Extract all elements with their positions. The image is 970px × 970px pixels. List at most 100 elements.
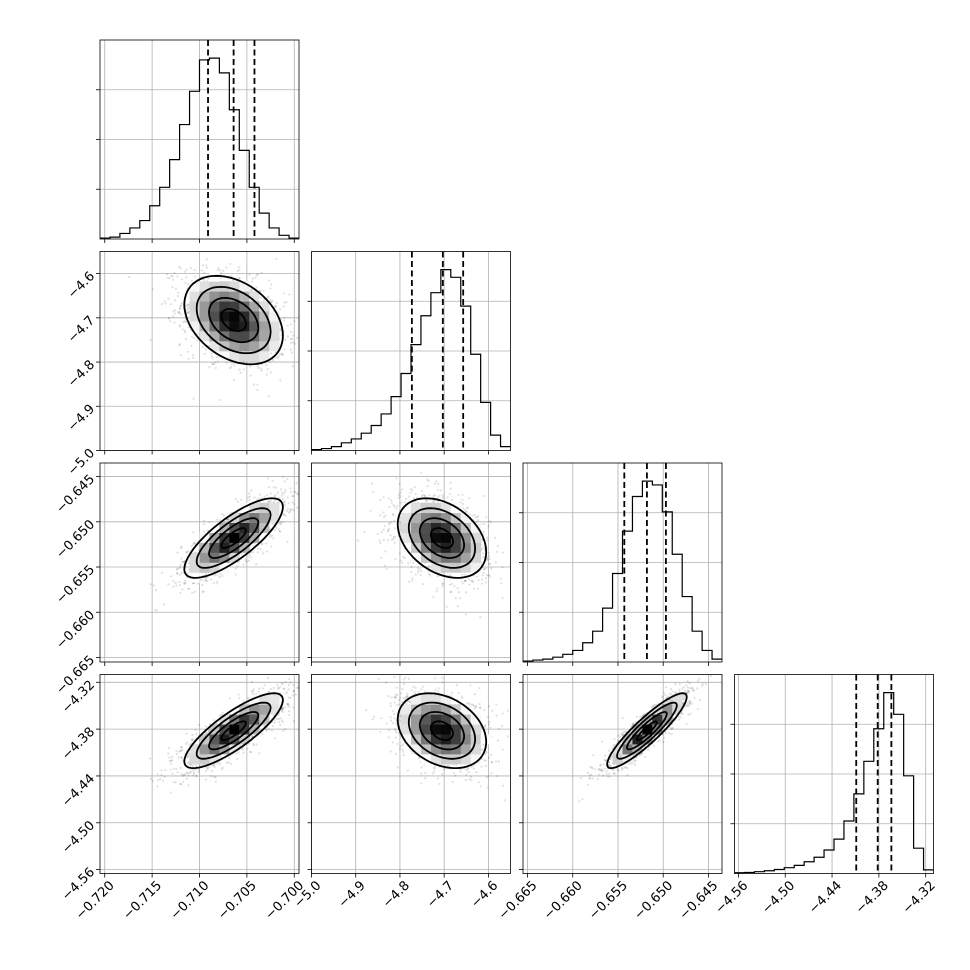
sample-point [293,503,296,506]
sample-point [179,354,183,357]
sample-point [167,297,170,300]
sample-point [193,337,196,340]
sample-point [477,579,480,582]
sample-point [390,521,393,524]
density-cell [219,311,230,322]
sample-point [187,783,190,787]
density-cell [209,542,220,553]
sample-point [378,539,381,542]
sample-point [279,488,283,491]
sample-point [185,550,188,554]
sample-point [216,518,219,521]
density-cell [411,512,422,523]
sample-point [397,496,400,499]
sample-point [242,368,246,371]
sample-point [247,496,250,499]
density-cell [199,331,210,342]
sample-point [289,509,292,512]
sample-point [279,723,282,727]
sample-point [185,276,188,279]
sample-point [387,497,391,500]
sample-point [390,538,394,541]
sample-point [184,329,187,332]
sample-point [456,605,459,608]
sample-point [179,783,183,786]
sample-point [296,687,299,690]
sample-point [186,303,189,306]
sample-point [442,496,445,499]
sample-point [279,523,283,526]
sample-point [238,268,241,271]
sample-point [281,353,284,357]
density-cell [259,331,270,342]
sample-point [204,579,208,582]
density-cell [219,532,230,543]
sample-point [176,294,179,298]
sample-point [185,304,188,308]
sample-point [391,513,395,516]
sample-point [482,571,485,574]
sample-point [248,365,252,368]
sample-point [480,538,483,541]
sample-point [287,511,290,514]
sample-point [290,330,293,334]
sample-point [186,572,189,575]
sample-point [398,552,401,555]
panel-content [149,476,299,612]
density-cell [430,552,442,563]
density-cell [209,331,220,342]
sample-point [388,523,391,526]
sample-point [394,527,397,530]
sample-point [205,577,208,580]
sample-point [270,352,273,355]
sample-point [392,513,395,517]
sample-point [273,495,276,498]
density-cell [209,562,220,573]
sample-point [212,581,215,585]
sample-point [172,580,175,583]
sample-point [439,489,443,492]
sample-point [471,514,474,517]
sample-point [386,529,389,532]
sample-point [407,562,410,565]
sample-point [178,265,181,269]
sample-point [463,573,466,576]
sample-point [490,567,493,570]
sample-point [240,498,243,501]
density-cell [199,552,210,563]
sample-point [412,497,416,500]
sample-point [276,686,280,689]
histogram-panel [307,251,511,455]
sample-point [282,501,286,504]
sample-point [276,357,279,360]
sample-point [265,364,268,367]
sample-point [393,541,396,544]
sample-point [387,539,390,542]
sample-point [186,312,189,315]
sample-point [181,774,185,777]
sample-point [229,367,232,370]
sample-point [433,494,436,497]
contour-line [407,507,477,569]
sample-point [286,335,289,338]
sample-point [473,587,476,590]
sample-point [481,574,484,577]
sample-point [392,535,395,539]
sample-point [180,545,183,548]
sample-point [468,497,471,500]
sample-point [178,573,181,577]
density-cell [430,562,442,573]
scatter-panel [96,462,300,666]
sample-point [248,553,251,557]
sample-point [382,528,385,531]
sample-point [280,491,284,494]
sample-point [501,551,504,554]
sample-point [436,496,440,499]
sample-point [180,302,183,305]
density-cell [420,522,432,533]
sample-point [161,571,164,574]
sample-point [270,545,273,548]
density-cell [269,311,280,322]
sample-point [399,559,402,562]
